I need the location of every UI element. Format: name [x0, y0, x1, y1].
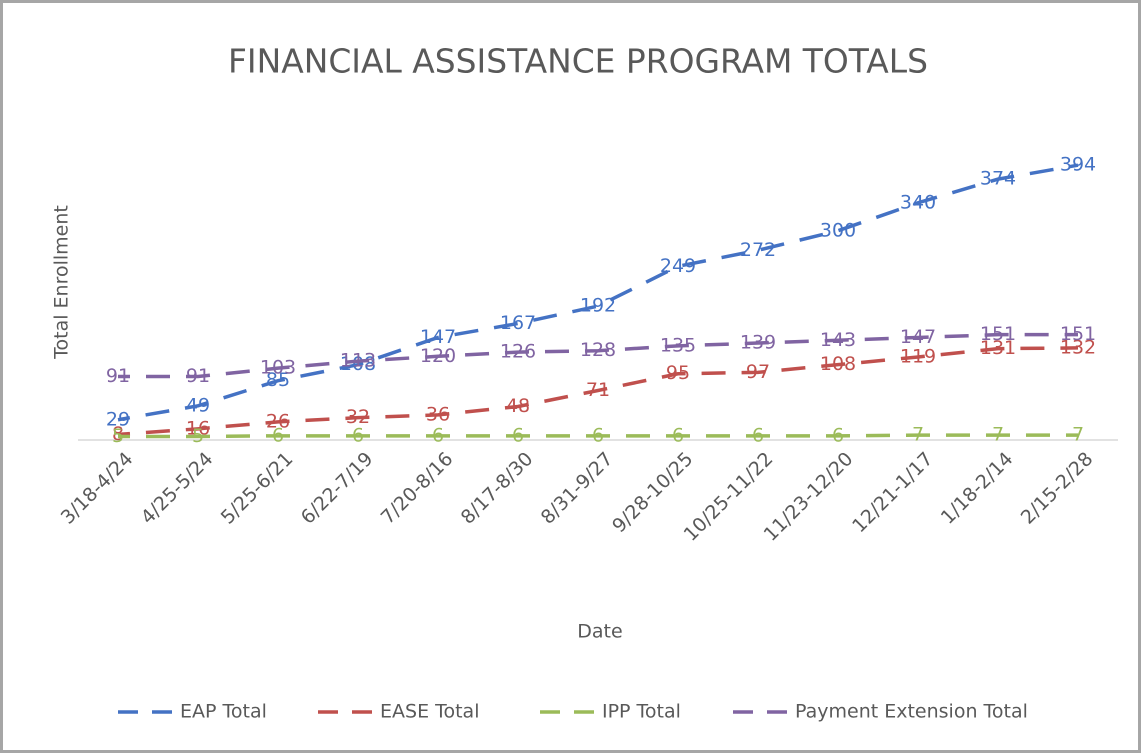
- data-label: 108: [340, 353, 376, 375]
- data-label: 119: [900, 345, 936, 367]
- data-label: 16: [186, 417, 210, 439]
- series-line: [118, 332, 1078, 379]
- y-axis-title: Total Enrollment: [51, 205, 73, 360]
- data-label: 340: [900, 191, 936, 213]
- data-label: 108: [820, 353, 856, 375]
- data-label: 6: [272, 424, 284, 446]
- data-label: 6: [512, 424, 524, 446]
- data-label: 36: [426, 403, 450, 425]
- data-label: 48: [506, 395, 530, 417]
- data-label: 147: [420, 326, 456, 348]
- data-label: 139: [740, 332, 776, 354]
- legend-label: EASE Total: [380, 701, 479, 723]
- data-label: 5: [192, 425, 204, 447]
- data-label: 120: [420, 345, 456, 367]
- data-label: 91: [106, 365, 130, 387]
- data-label: 126: [500, 341, 536, 363]
- data-label: 29: [106, 408, 130, 430]
- legend-label: Payment Extension Total: [795, 701, 1028, 723]
- data-label: 6: [672, 424, 684, 446]
- data-label: 147: [900, 326, 936, 348]
- chart-title: FINANCIAL ASSISTANCE PROGRAM TOTALS: [228, 42, 928, 81]
- data-label: 97: [746, 361, 770, 383]
- data-label: 192: [580, 295, 616, 317]
- data-label: 6: [432, 424, 444, 446]
- data-label: 131: [980, 337, 1016, 359]
- data-label: 103: [260, 357, 296, 379]
- data-label: 26: [266, 410, 290, 432]
- data-label: 249: [660, 255, 696, 277]
- data-label: 7: [912, 424, 924, 446]
- data-label: 6: [352, 424, 364, 446]
- data-label: 8: [112, 423, 124, 445]
- data-label: 6: [832, 424, 844, 446]
- series-line: [117, 346, 1079, 437]
- data-label: 132: [1060, 336, 1096, 358]
- legend-label: EAP Total: [180, 701, 267, 723]
- data-label: 167: [500, 312, 536, 334]
- data-label: 71: [586, 379, 610, 401]
- data-label: 32: [346, 406, 370, 428]
- data-label: 113: [340, 350, 376, 372]
- data-label: 7: [992, 424, 1004, 446]
- data-label: 128: [580, 339, 616, 361]
- data-label: 6: [592, 424, 604, 446]
- data-label: 143: [820, 329, 856, 351]
- data-label: 135: [660, 334, 696, 356]
- data-label: 300: [820, 219, 856, 241]
- data-label: 7: [1072, 424, 1084, 446]
- data-label: 91: [186, 365, 210, 387]
- data-label: 49: [186, 394, 210, 416]
- data-label: 85: [266, 369, 290, 391]
- series-line: [117, 163, 1079, 422]
- series-line: [118, 433, 1078, 439]
- data-label: 394: [1060, 154, 1096, 176]
- legend-label: IPP Total: [602, 701, 681, 723]
- data-label: 6: [752, 424, 764, 446]
- data-label: 5: [112, 425, 124, 447]
- data-label: 151: [1060, 323, 1096, 345]
- data-label: 95: [666, 362, 690, 384]
- data-label: 151: [980, 323, 1016, 345]
- data-label: 374: [980, 168, 1016, 190]
- x-axis-title: Date: [577, 621, 622, 643]
- data-label: 272: [740, 239, 776, 261]
